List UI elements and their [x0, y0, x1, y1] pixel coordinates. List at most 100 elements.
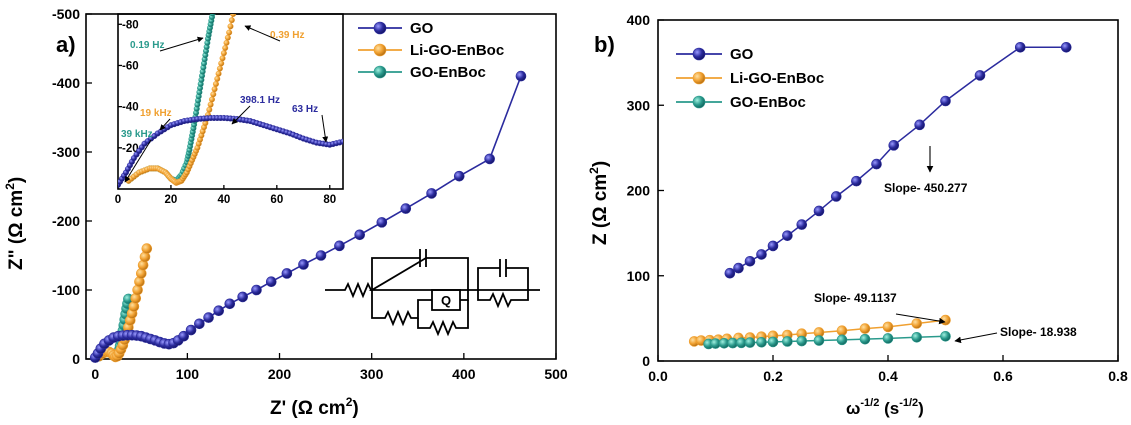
panel-b-point-go [796, 219, 808, 230]
panel-b-annotation-arrow [954, 332, 998, 344]
panel-b-point-go [1060, 41, 1072, 53]
panel-b-xlabel: ω-1/2 (s-1/2) [846, 397, 924, 418]
inset-annotation-39-khz: 39 kHz [121, 129, 153, 140]
inset-series-line-li-go-enboc [128, 14, 234, 184]
legend-a-label-go: GO [410, 20, 434, 37]
inset-annotation-arrow [124, 139, 152, 183]
inset-annotation-arrow [159, 36, 204, 52]
inset-point-li-go-enboc [207, 101, 214, 108]
inset-point-li-go-enboc [214, 75, 221, 82]
panel-b-point-li-go-enboc [911, 318, 923, 329]
panel-a-point-go [515, 70, 527, 82]
panel-b-point-go [756, 249, 767, 260]
inset-point-go [347, 135, 353, 141]
panel-b-point-go-enboc [836, 334, 848, 346]
panel-b-point-go-enboc [756, 336, 767, 348]
inset-point-go [350, 133, 356, 139]
panel-b-point-go [851, 175, 862, 187]
inset-point-li-go-enboc [222, 44, 229, 51]
panel-b-xtick-label: 0.8 [1108, 368, 1128, 384]
panel-b-point-li-go-enboc [836, 325, 848, 337]
inset-ytick-label: -40 [122, 102, 139, 114]
panel-b-point-go-enboc [859, 333, 871, 345]
panel-b-point-go [914, 119, 925, 131]
panel-a-point-go [453, 170, 465, 182]
panel-a-ytick-label: -500 [52, 6, 80, 22]
legend-a-marker-go [373, 21, 387, 35]
panel-a-point-go [224, 298, 236, 310]
panel-b-ylabel: Z (Ω cm2) [587, 161, 611, 245]
inset-ytick-label: -80 [122, 19, 139, 31]
inset-xtick-label: 20 [165, 194, 178, 206]
panel-b-point-go-enboc [882, 333, 894, 344]
panel-b-point-li-go-enboc [940, 314, 951, 326]
legend-b-marker-go-enboc [692, 95, 706, 109]
panel-a-point-go [237, 291, 248, 303]
inset-point-li-go-enboc [206, 106, 213, 113]
panel-a-ytick-label: -300 [52, 144, 80, 160]
panel-b-xtick-label: 0.4 [878, 368, 898, 384]
inset-point-li-go-enboc [216, 65, 223, 72]
inset-annotation-0-39-hz: 0.39 Hz [270, 30, 304, 41]
panel-a-point-go [426, 188, 437, 199]
panel-b-ytick-label: 0 [642, 353, 650, 369]
panel-b-point-go [782, 230, 793, 241]
panel-b-ytick-label: 400 [627, 12, 651, 28]
panel-b-xtick-label: 0.2 [763, 368, 783, 384]
panel-a-legend: GO Li-GO-EnBoc GO-EnBoc [358, 20, 504, 81]
panel-a-chart: a) 0 100 200 300 400 5000-100-200-300-400-500… [3, 0, 568, 419]
inset-point-li-go-enboc [223, 39, 230, 46]
panel-a-ytick-label: -200 [52, 213, 80, 229]
legend-b-label-go-enboc: GO-EnBoc [730, 94, 806, 111]
panel-a-xtick-label: 100 [176, 366, 200, 382]
inset-ytick-label: -20 [122, 143, 139, 155]
inset-point-li-go-enboc [219, 55, 226, 62]
panel-b-annotation-arrow [895, 313, 946, 325]
panel-a-label: a) [56, 32, 76, 57]
panel-b-point-go [940, 95, 951, 107]
panel-a-point-go [298, 259, 309, 270]
panel-a-ytick-label: -100 [52, 282, 80, 298]
inset-point-li-go-enboc [218, 60, 225, 67]
panel-b-point-go-enboc [911, 332, 923, 343]
panel-a-point-go [400, 203, 412, 214]
legend-b-label-go: GO [730, 46, 754, 63]
inset-point-go-enboc [210, 7, 216, 13]
panel-a-xlabel: Z' (Ω cm2) [270, 395, 359, 419]
inset-point-li-go-enboc [215, 70, 222, 77]
panel-b-ytick-label: 100 [627, 268, 651, 284]
panel-a-point-go [354, 229, 366, 241]
inset-annotation-0-19-hz: 0.19 Hz [130, 40, 164, 51]
panel-a-point-go [194, 318, 205, 330]
panel-b-annotation-slope-450-277: Slope- 450.277 [884, 181, 968, 195]
inset-point-go [340, 138, 343, 145]
panel-b-point-li-go-enboc [859, 323, 871, 334]
panel-b-point-go-enboc [782, 336, 793, 347]
panel-a-point-go [334, 240, 345, 252]
inset-point-li-go-enboc [212, 80, 219, 87]
inset-point-li-go-enboc [230, 14, 237, 17]
panel-a-point-go [315, 250, 327, 261]
panel-a-point-go [185, 324, 197, 336]
inset-point-li-go-enboc [226, 29, 233, 36]
legend-a-marker-go-enboc [373, 65, 387, 79]
panel-b-label: b) [594, 32, 615, 57]
panel-b-point-go [1014, 41, 1026, 53]
panel-b-point-li-go-enboc [882, 321, 894, 333]
panel-b-chart: b) 0.0 0.2 0.4 0.6 0.8 0 100 200 300 400 Slope- 4… [587, 12, 1128, 418]
panel-b-xtick-label: 0.6 [993, 368, 1013, 384]
panel-a-point-go [265, 276, 277, 288]
panel-a-xtick-label: 200 [268, 366, 292, 382]
panel-b-point-go [744, 255, 756, 267]
inset-annotation-398-1-hz: 398.1 Hz [240, 95, 280, 106]
inset-point-li-go-enboc [211, 86, 218, 93]
panel-a-point-li-go-enboc [141, 243, 153, 254]
inset-point-li-go-enboc [227, 23, 234, 30]
inset-annotation-63-hz: 63 Hz [292, 104, 318, 115]
panel-b-point-go [767, 240, 779, 252]
panel-b-point-go [724, 267, 736, 279]
inset-point-li-go-enboc [233, 0, 239, 4]
inset-point-li-go-enboc [220, 50, 227, 57]
panel-b-point-go [974, 70, 986, 81]
